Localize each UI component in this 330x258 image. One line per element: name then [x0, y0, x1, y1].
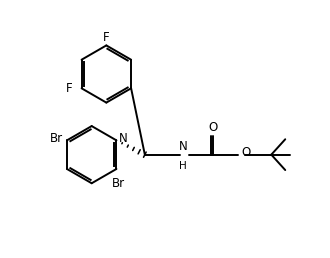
Text: F: F: [66, 82, 72, 95]
Text: O: O: [241, 146, 250, 159]
Text: O: O: [208, 121, 217, 134]
Text: Br: Br: [50, 132, 63, 145]
Text: N: N: [179, 140, 188, 153]
Text: H: H: [180, 161, 187, 171]
Text: F: F: [103, 31, 110, 44]
Text: N: N: [119, 132, 128, 145]
Text: Br: Br: [112, 177, 125, 190]
